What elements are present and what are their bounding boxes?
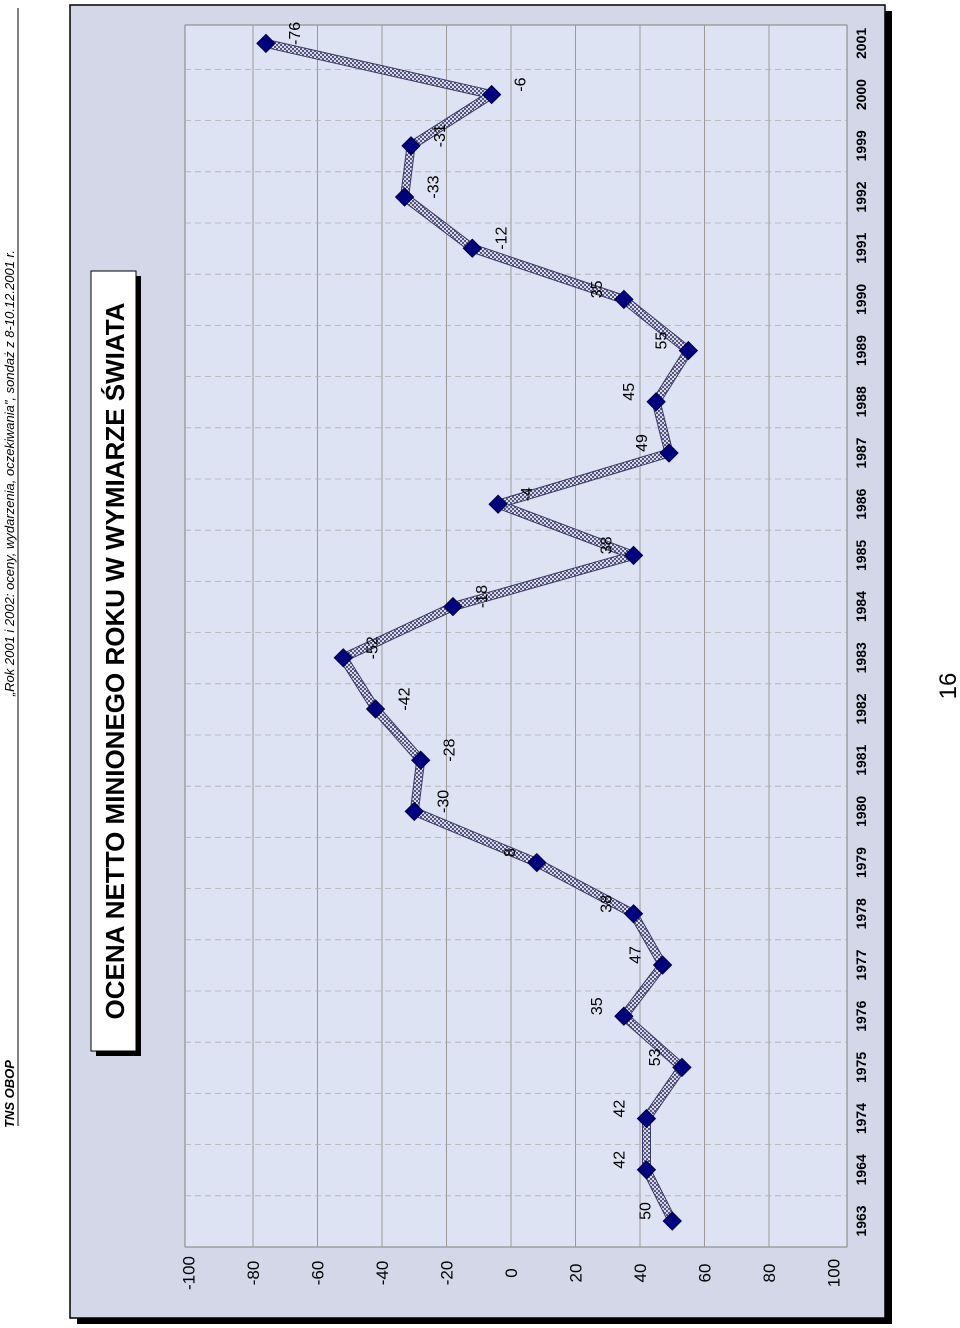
data-label: -31	[432, 124, 449, 147]
data-label: 50	[637, 1202, 654, 1220]
data-point	[672, 1057, 692, 1078]
data-label: 8	[502, 848, 519, 857]
y-tick-label: 60	[696, 1264, 715, 1283]
y-tick-label: 80	[760, 1264, 779, 1283]
data-label: -4	[519, 487, 536, 501]
data-point	[636, 1160, 657, 1180]
x-tick-label: 1992	[853, 181, 869, 212]
data-point	[623, 904, 644, 924]
data-label: 35	[589, 280, 606, 298]
data-label: 42	[611, 1100, 628, 1118]
y-tick-label: 40	[631, 1264, 650, 1283]
data-point	[659, 443, 679, 463]
x-tick-label: 1963	[853, 1205, 869, 1236]
x-tick-label: 1999	[853, 130, 869, 161]
data-label: -18	[474, 585, 491, 608]
data-point	[623, 545, 644, 566]
plot-area	[184, 24, 848, 1248]
x-tick-label: 2001	[853, 28, 869, 59]
x-tick-label: 1987	[853, 437, 869, 468]
data-labels: 50 42 42 53 35 47 38 8 -30 -28 -42 -52 -18 38 -4 49 45 55…	[287, 22, 670, 1220]
series	[256, 33, 699, 1231]
chart-title: OCENA NETTO MINIONEGO ROKU W WYMIARZE ŚW…	[100, 302, 130, 1019]
data-label: 45	[621, 383, 638, 401]
series-line	[265, 39, 692, 1223]
x-tick-label: 1985	[853, 540, 869, 571]
x-tick-label: 1977	[853, 949, 869, 980]
x-tick-label: 1983	[853, 642, 869, 673]
data-point	[646, 392, 666, 412]
data-point	[527, 852, 547, 873]
y-tick-label: -20	[438, 1261, 457, 1286]
x-tick-label: 1976	[853, 1000, 869, 1031]
data-label: 53	[647, 1048, 664, 1066]
data-label: -76	[287, 22, 304, 45]
x-tick-label: 1981	[853, 744, 869, 775]
data-label: -30	[435, 790, 452, 813]
x-tick-label: 1984	[853, 591, 869, 622]
data-point	[333, 648, 354, 668]
data-point	[481, 84, 502, 105]
page-number: 16	[935, 673, 960, 700]
data-point	[662, 1211, 682, 1231]
header-report: „Rok 2001 i 2002: oceny, wydarzenia, ocz…	[2, 250, 17, 697]
header-org: TNS OBOP	[2, 1060, 17, 1128]
data-label: -33	[426, 175, 443, 198]
y-axis: 100 80 60 40 20 0 -20 -40 -60 -80 -100	[180, 1256, 844, 1290]
data-point	[256, 33, 276, 54]
title-box	[90, 270, 137, 1052]
data-label: 38	[599, 895, 616, 913]
data-label: -6	[513, 77, 530, 91]
data-point	[404, 801, 424, 822]
data-point	[614, 289, 634, 310]
x-tick-label: 1991	[853, 232, 869, 263]
x-tick-label: 1974	[853, 1103, 869, 1134]
data-label: -12	[493, 227, 510, 250]
data-point	[443, 596, 463, 617]
data-label: 42	[611, 1151, 628, 1169]
x-tick-label: 1988	[853, 386, 869, 417]
data-label: 55	[653, 332, 670, 350]
page-header: TNS OBOP „Rok 2001 i 2002: oceny, wydarz…	[2, 250, 17, 1128]
y-tick-label: 0	[502, 1268, 521, 1277]
data-point	[401, 136, 421, 156]
y-tick-label: 100	[825, 1259, 844, 1287]
data-label: -42	[397, 687, 414, 710]
x-tick-label: 1978	[853, 898, 869, 929]
x-tick-label: 1982	[853, 693, 869, 724]
data-label: -52	[364, 636, 381, 659]
data-point	[678, 340, 699, 361]
x-tick-label: 1979	[853, 847, 869, 878]
data-label: -28	[442, 739, 459, 762]
x-tick-label: 2000	[853, 79, 869, 110]
x-tick-label: 1964	[853, 1154, 869, 1185]
y-tick-label: 20	[567, 1264, 586, 1283]
data-label: 47	[628, 946, 645, 964]
data-point	[394, 187, 415, 207]
x-tick-label: 1975	[853, 1052, 869, 1083]
data-point	[410, 750, 431, 770]
data-label: 49	[634, 434, 651, 452]
x-axis: 1963 1964 1974 1975 1976 1977 1978 1979 1980 1981…	[853, 28, 869, 1237]
data-point	[636, 1108, 657, 1129]
x-tick-label: 1989	[853, 335, 869, 366]
x-tick-label: 1990	[853, 284, 869, 315]
data-label: 38	[599, 536, 616, 554]
y-tick-label: -100	[180, 1256, 199, 1290]
data-point	[365, 699, 386, 719]
y-tick-label: -60	[309, 1261, 328, 1286]
grid	[185, 25, 847, 1247]
y-tick-label: -40	[373, 1261, 392, 1286]
data-label: 35	[589, 997, 606, 1015]
data-point	[652, 955, 673, 975]
y-tick-label: -80	[244, 1261, 263, 1286]
data-point	[614, 1006, 634, 1026]
x-tick-label: 1980	[853, 796, 869, 827]
data-point	[488, 494, 508, 514]
x-tick-label: 1986	[853, 488, 869, 519]
data-point	[462, 238, 483, 258]
